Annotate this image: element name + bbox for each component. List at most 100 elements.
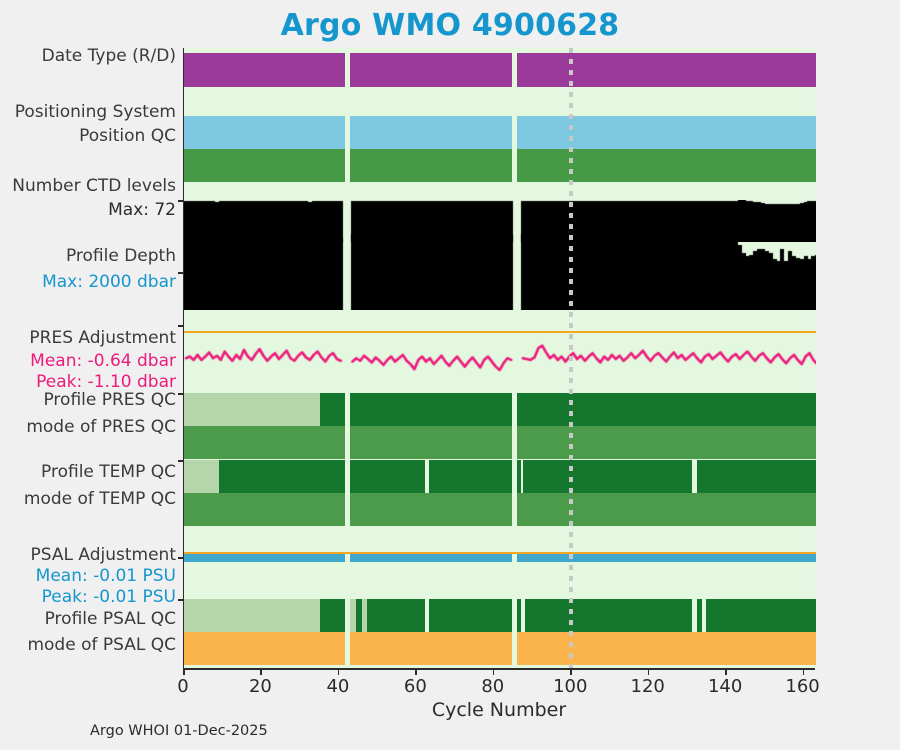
x-tick (260, 668, 262, 675)
track-positioning (184, 116, 816, 149)
y-axis-tick (178, 272, 184, 274)
segment-qc-good (428, 599, 512, 632)
row-sublabel2-pres-adjust: Peak: -1.10 dbar (36, 372, 176, 392)
x-tick-label: 0 (177, 676, 189, 697)
segment-psal-adjustment (184, 554, 346, 562)
track-psal-adjust (184, 543, 816, 571)
segment-qc-good (319, 599, 346, 632)
segment-mode-pres-qc (516, 426, 816, 459)
segment-qc-pale (362, 599, 367, 632)
x-tick (415, 668, 417, 675)
segment-qc-pale (184, 599, 320, 632)
segment-mode-pres-qc (350, 426, 512, 459)
x-tick-label: 120 (630, 676, 665, 697)
row-label-positioning: Positioning System (14, 102, 176, 122)
row-label-position-qc: Position QC (79, 126, 176, 146)
segment-qc-pale (184, 460, 219, 493)
x-tick-label: 80 (481, 676, 505, 697)
y-axis-tick (178, 599, 184, 601)
row-sublabel-pres-adjust: Mean: -0.64 dbar (30, 351, 176, 371)
y-axis-tick (178, 393, 184, 395)
cycle-guide-line (569, 48, 574, 668)
x-tick (337, 668, 340, 675)
segment-qc-good (218, 460, 346, 493)
row-label-mode-pres-qc: mode of PRES QC (26, 417, 176, 437)
x-tick (183, 668, 185, 675)
track-mode-psal-qc (184, 632, 816, 665)
y-axis-tick (178, 325, 184, 327)
segment-qc-good (350, 460, 425, 493)
segment-psal-adjustment (350, 554, 512, 562)
segment-psal-adjustment (516, 554, 816, 562)
segment-qc-good (516, 599, 521, 632)
track-mode-temp-qc (184, 493, 816, 526)
segment-date-type (516, 53, 816, 87)
x-tick-label: 60 (403, 676, 427, 697)
segment-positioning (350, 116, 512, 149)
segment-qc-good (350, 393, 512, 426)
segment-mode-temp-qc (516, 493, 816, 526)
segment-date-type (350, 53, 512, 87)
x-tick-label: 40 (326, 676, 350, 697)
segment-qc-good (428, 460, 512, 493)
credit-text: Argo WHOI 01-Dec-2025 (90, 723, 268, 739)
x-tick (647, 668, 650, 675)
segment-qc-good (366, 599, 425, 632)
segment-mode-psal-qc (350, 632, 512, 665)
segment-qc-good (524, 599, 693, 632)
segment-mode-psal-qc (516, 632, 816, 665)
segment-position-qc (350, 149, 512, 182)
track-pres-adjust (184, 323, 816, 383)
row-label-mode-psal-qc: mode of PSAL QC (27, 635, 176, 655)
row-label-profile-temp-qc: Profile TEMP QC (41, 462, 176, 482)
y-axis-tick (178, 460, 184, 462)
track-profile-psal-qc (184, 599, 816, 632)
y-axis-tick (178, 200, 184, 202)
segment-position-qc (516, 149, 816, 182)
x-tick-label: 100 (553, 676, 588, 697)
segment-position-qc (184, 149, 346, 182)
segment-qc-pale (350, 599, 357, 632)
track-mode-pres-qc (184, 426, 816, 459)
segment-date-type (184, 53, 346, 87)
track-profile-depth (184, 234, 816, 310)
row-label-pres-adjust: PRES Adjustment (29, 328, 176, 348)
segment-mode-temp-qc (350, 493, 512, 526)
segment-qc-good (696, 460, 816, 493)
line-pres-adjustment (184, 323, 816, 383)
row-label-ctd-levels: Number CTD levels (12, 176, 176, 196)
segment-qc-good (523, 460, 693, 493)
x-axis-line (183, 668, 815, 670)
track-date-type (184, 53, 816, 87)
page-title: Argo WMO 4900628 (280, 8, 620, 43)
track-profile-temp-qc (184, 460, 816, 493)
x-tick (725, 668, 727, 675)
row-label-profile-pres-qc: Profile PRES QC (43, 390, 176, 410)
x-tick-label: 160 (785, 676, 820, 697)
chart-plot-area (178, 48, 816, 668)
segment-mode-psal-qc (184, 632, 346, 665)
x-axis-label: Cycle Number (431, 699, 567, 721)
segment-positioning (184, 116, 346, 149)
row-sublabel-ctd-levels: Max: 72 (108, 200, 176, 220)
track-position-qc (184, 149, 816, 182)
segment-positioning (516, 116, 816, 149)
segment-qc-good (706, 599, 816, 632)
row-sublabel-psal-adjust: Mean: -0.01 PSU (35, 566, 176, 586)
segment-qc-good (319, 393, 346, 426)
segment-qc-good (356, 599, 363, 632)
segment-qc-good (516, 393, 816, 426)
segment-mode-temp-qc (184, 493, 346, 526)
row-label-date-type: Date Type (R/D) (41, 46, 176, 66)
segment-qc-good (516, 460, 521, 493)
x-tick-label: 140 (707, 676, 743, 697)
x-tick (802, 668, 805, 675)
x-tick (492, 668, 495, 675)
row-label-psal-adjust: PSAL Adjustment (30, 545, 176, 565)
x-tick-label: 20 (248, 676, 272, 697)
segment-qc-good (697, 599, 703, 632)
row-label-mode-temp-qc: mode of TEMP QC (23, 489, 176, 509)
segment-qc-pale (184, 393, 320, 426)
x-tick (570, 668, 572, 675)
y-axis-tick (178, 557, 184, 559)
